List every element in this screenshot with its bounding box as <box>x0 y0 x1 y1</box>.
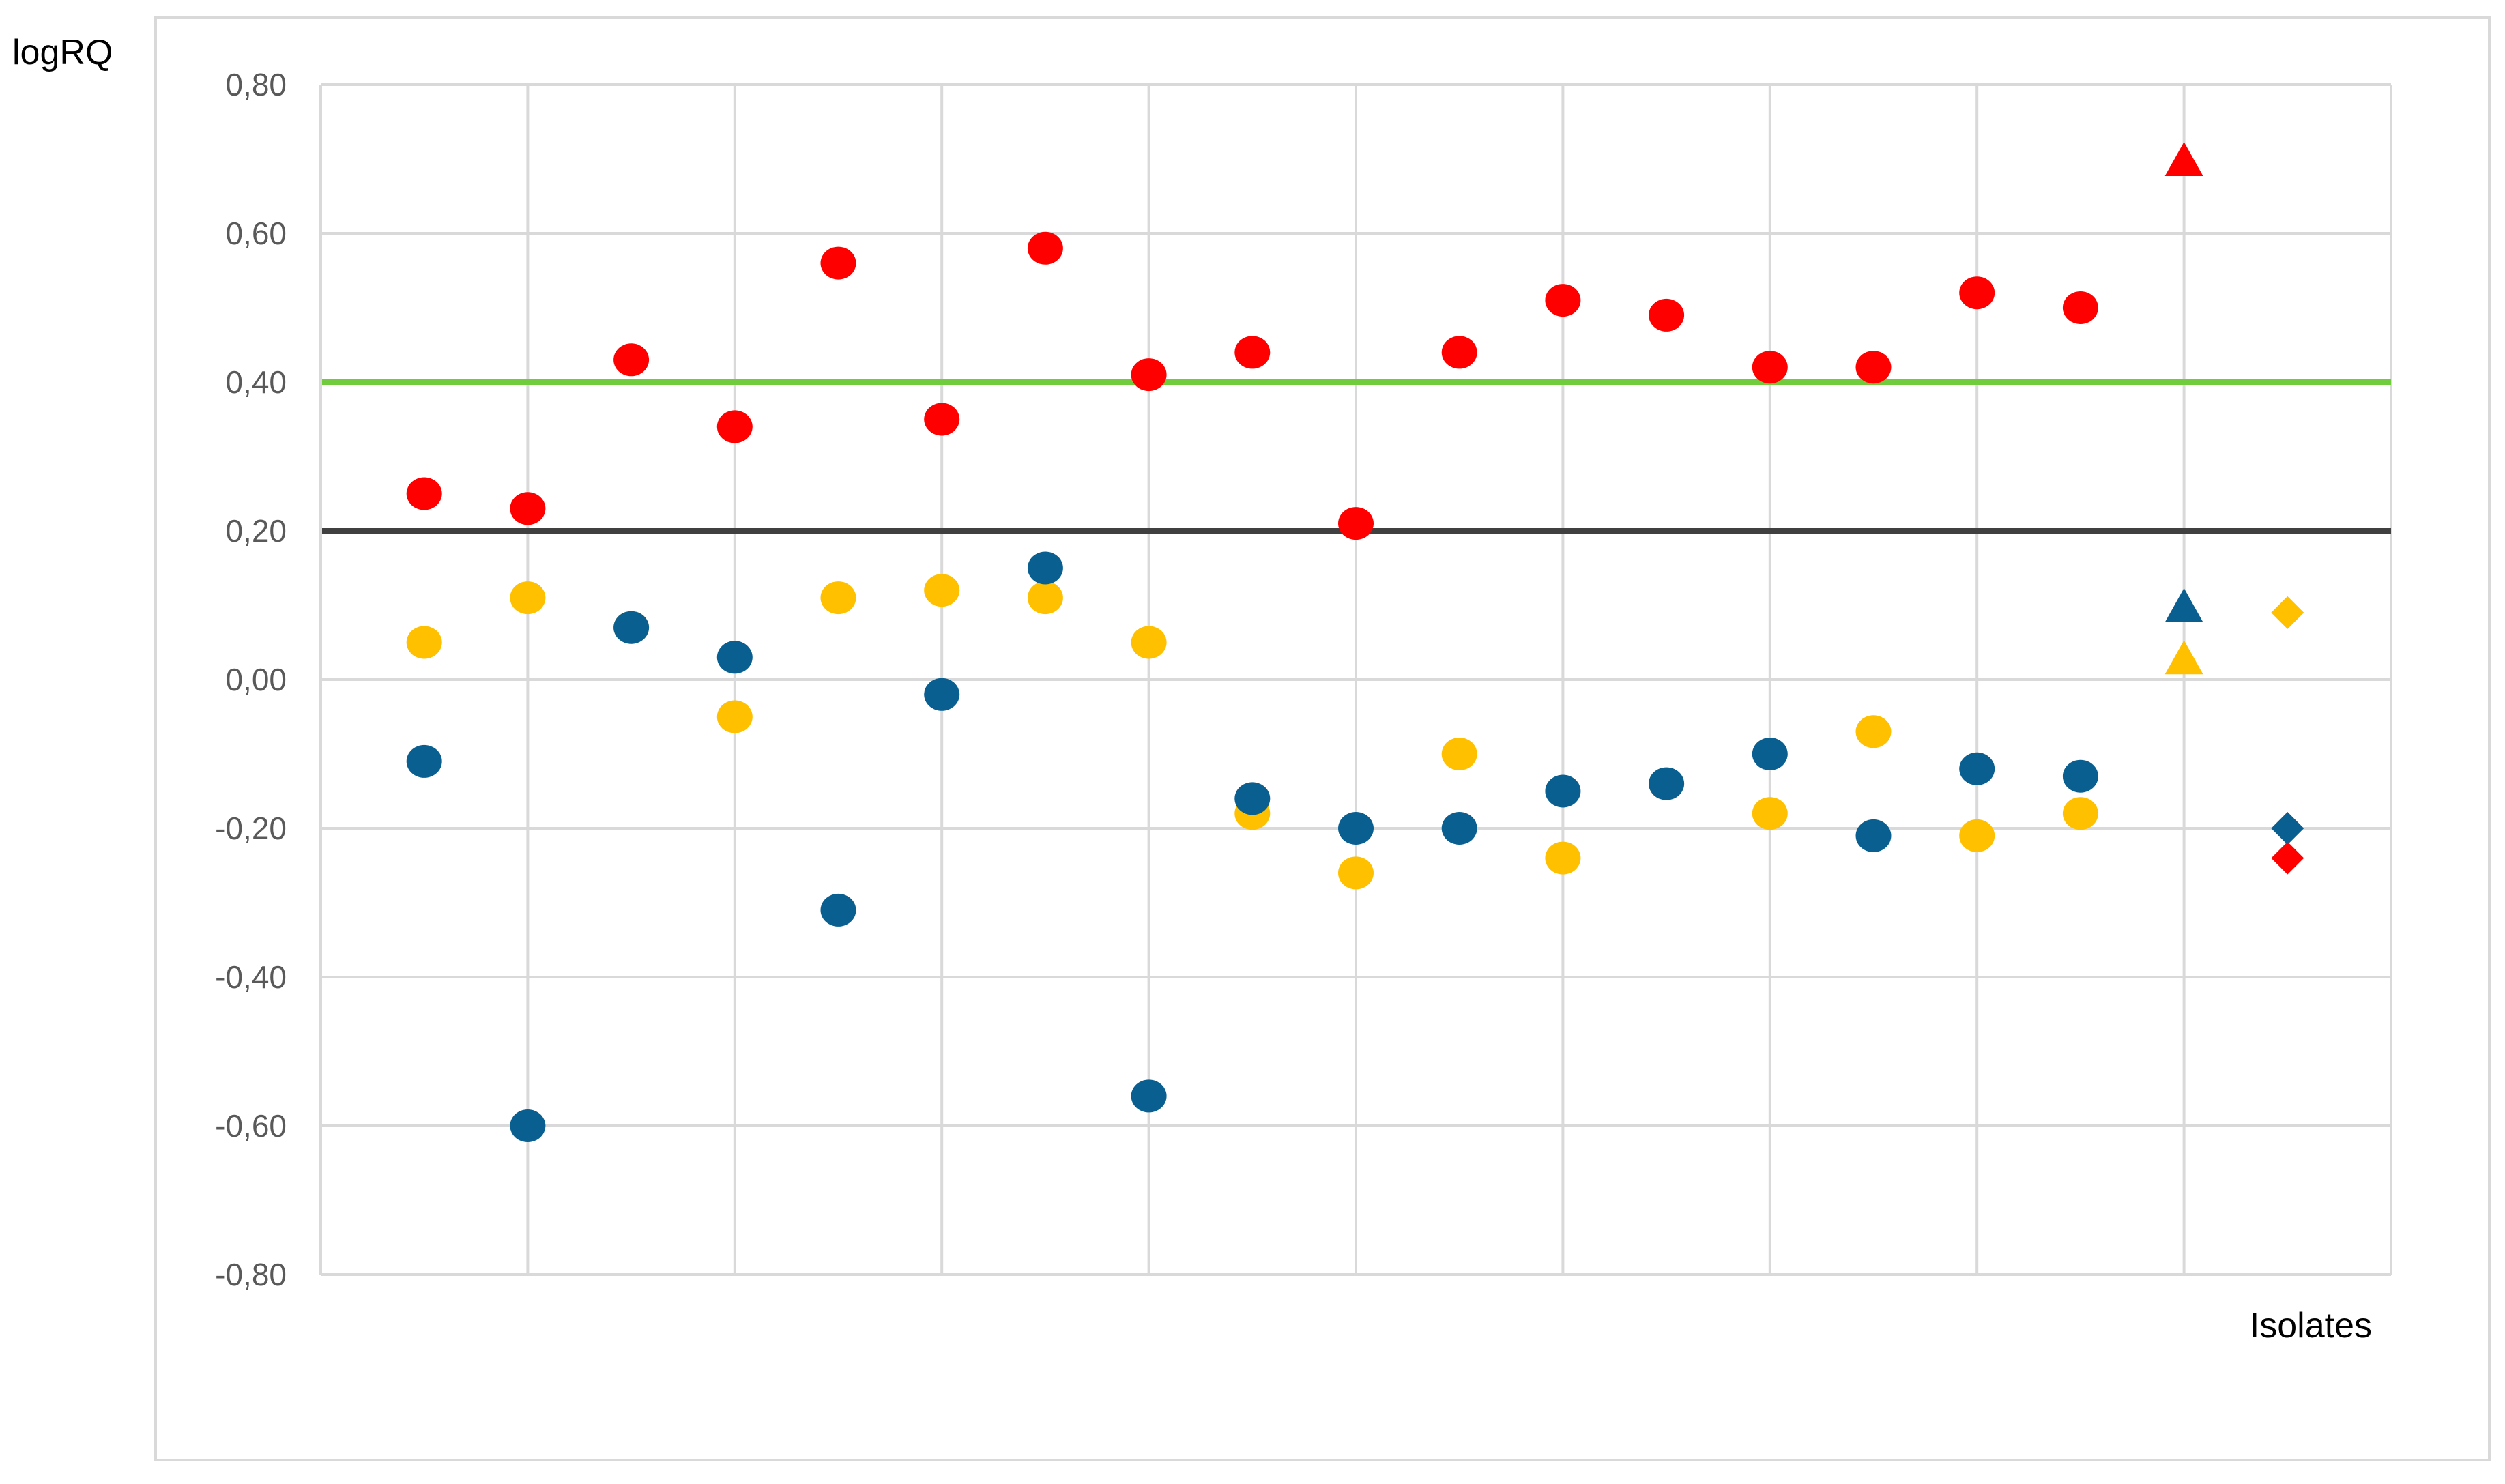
data-point-circle <box>2062 797 2098 830</box>
data-point-circle <box>1959 276 1995 310</box>
data-point-circle <box>820 246 856 280</box>
x-axis-label: Isolates <box>2250 1306 2372 1345</box>
y-tick-label: 0,60 <box>225 216 287 251</box>
data-point-circle <box>1441 812 1477 845</box>
data-point-circle <box>1545 841 1581 875</box>
data-point-circle <box>406 626 442 659</box>
y-tick-label: 0,40 <box>225 364 287 400</box>
data-point-circle <box>1338 856 1374 890</box>
data-points <box>406 142 2304 1142</box>
data-point-circle <box>1855 715 1892 748</box>
y-tick-label: -0,40 <box>215 959 287 995</box>
data-point-circle <box>406 477 442 510</box>
data-point-circle <box>1027 231 1063 265</box>
data-point-circle <box>613 611 650 644</box>
data-point-circle <box>1649 298 1685 332</box>
data-point-circle <box>1027 581 1063 615</box>
data-point-circle <box>1131 626 1167 659</box>
data-point-circle <box>1338 812 1374 845</box>
data-point-diamond <box>2271 596 2304 629</box>
data-point-circle <box>1959 819 1995 852</box>
data-point-circle <box>1752 351 1788 384</box>
data-point-circle <box>1234 782 1271 815</box>
data-point-circle <box>1441 738 1477 770</box>
data-point-circle <box>510 1109 546 1142</box>
y-tick-label: -0,60 <box>215 1108 287 1144</box>
data-point-circle <box>613 343 650 377</box>
data-point-circle <box>1338 507 1374 540</box>
y-tick-label: -0,20 <box>215 811 287 846</box>
data-point-circle <box>1027 551 1063 585</box>
data-point-circle <box>924 403 960 436</box>
data-point-circle <box>1441 336 1477 369</box>
y-axis-label: logRQ <box>12 33 113 72</box>
data-point-circle <box>716 641 753 674</box>
data-point-circle <box>1855 819 1892 852</box>
data-point-circle <box>1855 351 1892 384</box>
data-point-diamond <box>2271 812 2304 845</box>
data-point-circle <box>1752 797 1788 830</box>
data-point-circle <box>2062 291 2098 324</box>
data-point-triangle <box>2164 640 2203 675</box>
data-point-circle <box>1234 336 1271 369</box>
data-point-circle <box>1649 767 1685 800</box>
data-point-circle <box>1131 1079 1167 1113</box>
axes <box>319 85 2391 1276</box>
y-tick-label: 0,00 <box>225 662 287 697</box>
data-point-circle <box>406 744 442 778</box>
data-point-circle <box>1959 752 1995 785</box>
data-point-circle <box>924 678 960 711</box>
data-point-diamond <box>2271 841 2304 875</box>
data-point-circle <box>1752 738 1788 770</box>
data-point-triangle <box>2164 588 2203 622</box>
data-point-circle <box>716 410 753 443</box>
y-tick-label: 0,80 <box>225 67 287 102</box>
data-point-circle <box>1131 358 1167 392</box>
y-tick-label: -0,80 <box>215 1257 287 1292</box>
data-point-circle <box>510 581 546 615</box>
data-point-circle <box>716 700 753 733</box>
data-point-circle <box>1545 284 1581 317</box>
data-point-circle <box>820 893 856 927</box>
data-point-circle <box>924 574 960 607</box>
chart-outer-border <box>154 16 2491 1461</box>
data-point-triangle <box>2164 142 2203 176</box>
y-tick-label: 0,20 <box>225 513 287 549</box>
data-point-circle <box>820 581 856 615</box>
y-tick-labels: 0,80 0,60 0,40 0,20 0,00 -0,20 -0,40 -0,60 -0,80 <box>215 67 287 1292</box>
data-point-circle <box>2062 759 2098 793</box>
data-point-circle <box>510 492 546 525</box>
data-point-circle <box>1545 774 1581 808</box>
